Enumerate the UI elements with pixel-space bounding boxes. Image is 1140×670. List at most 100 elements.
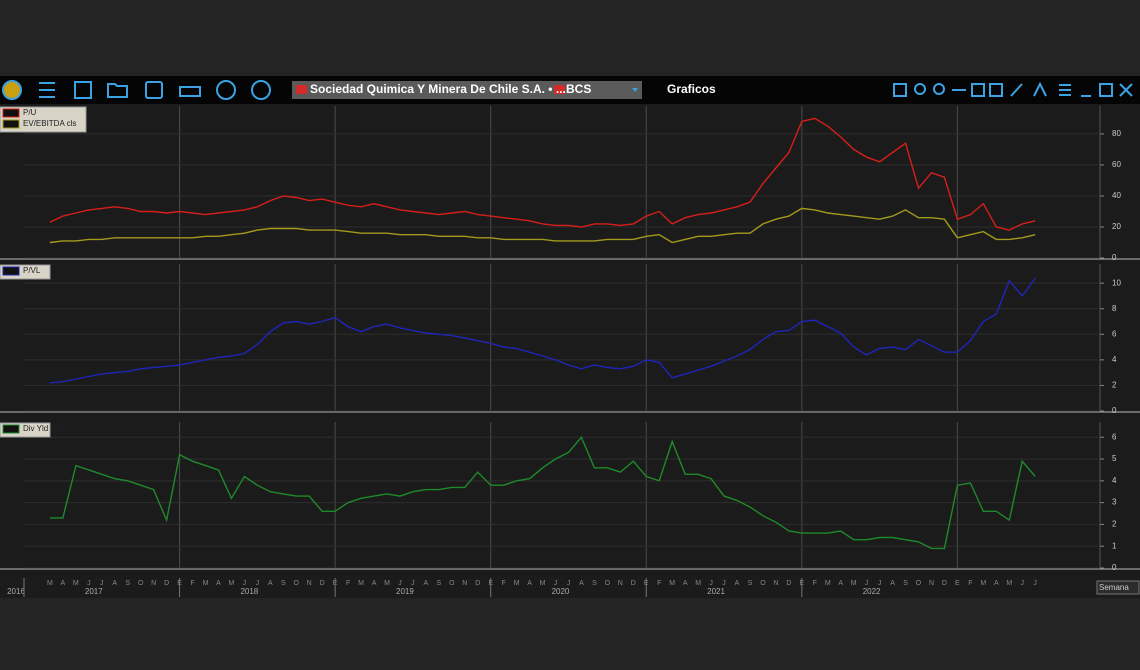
series-line [49,207,1036,244]
month-label: F [968,580,972,587]
year-label: 2016 [7,587,25,596]
month-label: M [1006,580,1012,587]
month-label: F [502,580,506,587]
month-label: J [1033,580,1037,587]
month-label: N [929,580,934,587]
logo-icon[interactable] [2,80,22,100]
tool-icon[interactable] [914,83,926,95]
legend-label: P/U [23,108,37,117]
month-label: A [890,580,895,587]
month-label: A [735,580,740,587]
month-label: J [709,580,713,587]
tool-icon[interactable] [971,83,985,97]
y-tick-label: 0 [1112,253,1117,262]
dropdown-arrow [632,88,638,92]
month-label: D [786,580,791,587]
month-label: J [722,580,726,587]
month-label: A [527,580,532,587]
menu-icon[interactable] [39,82,55,98]
y-tick-label: 6 [1112,432,1117,441]
year-label: 2017 [85,587,103,596]
month-label: J [100,580,104,587]
tool-icon[interactable] [1010,83,1023,97]
year-label: 2022 [863,587,881,596]
month-label: M [980,580,986,587]
chart-tools [893,81,1133,97]
y-tick-label: 0 [1112,563,1117,572]
month-label: M [825,580,831,587]
month-label: N [307,580,312,587]
month-label: J [1020,580,1024,587]
month-label: M [384,580,390,587]
save-icon[interactable] [145,81,163,99]
help-icon[interactable] [251,80,271,100]
month-label: F [346,580,350,587]
month-label: A [683,580,688,587]
month-label: M [514,580,520,587]
tool-icon[interactable] [1033,81,1047,97]
month-label: A [112,580,117,587]
month-label: S [903,580,908,587]
month-label: D [320,580,325,587]
month-label: M [669,580,675,587]
month-label: S [748,580,753,587]
month-label: D [942,580,947,587]
tool-icon[interactable] [893,83,907,97]
month-label: M [358,580,364,587]
series-line [49,277,1036,384]
legend-label: P/VL [23,266,41,275]
y-tick-label: 4 [1112,355,1117,364]
series-line [49,435,1036,550]
y-tick-label: 60 [1112,160,1121,169]
month-label: M [47,580,53,587]
month-label: D [475,580,480,587]
tool-icon[interactable] [933,83,945,95]
legend-label: Div Yld (fin) [23,424,65,433]
tool-icon[interactable] [989,83,1003,97]
month-label: J [411,580,415,587]
period-selector[interactable] [1096,580,1140,595]
y-tick-label: 3 [1112,498,1117,507]
month-label: M [540,580,546,587]
tool-icon[interactable] [1099,83,1113,97]
y-tick-label: 2 [1112,381,1117,390]
month-label: F [657,580,661,587]
month-label: O [760,580,766,587]
legend-swatch [2,108,20,118]
month-label: A [268,580,273,587]
period-label: Semana [1099,583,1129,592]
open-icon[interactable] [107,83,128,98]
series-line [49,117,1036,231]
web-icon[interactable] [216,80,236,100]
month-label: S [281,580,286,587]
security-name: Sociedad Quimica Y Minera De Chile S.A. … [310,82,566,96]
month-label: M [695,580,701,587]
month-label: M [851,580,857,587]
month-label: J [878,580,882,587]
y-tick-label: 6 [1112,329,1117,338]
month-label: A [372,580,377,587]
exchange: BCS [566,82,591,96]
new-icon[interactable] [74,81,92,99]
month-label: N [151,580,156,587]
month-label: O [605,580,611,587]
flag-icon [296,85,307,94]
tool-icon[interactable] [1119,83,1133,97]
y-tick-label: 0 [1112,406,1117,415]
legend-swatch [2,266,20,276]
y-tick-label: 20 [1112,222,1121,231]
month-label: M [203,580,209,587]
month-label: A [579,580,584,587]
flag-icon [554,85,565,94]
chart-area [0,104,1140,598]
month-label: D [631,580,636,587]
month-label: D [164,580,169,587]
month-label: F [190,580,194,587]
month-label: J [243,580,247,587]
month-label: O [294,580,300,587]
print-icon[interactable] [179,86,201,97]
month-label: S [592,580,597,587]
month-label: N [773,580,778,587]
legend-swatch [2,424,20,434]
